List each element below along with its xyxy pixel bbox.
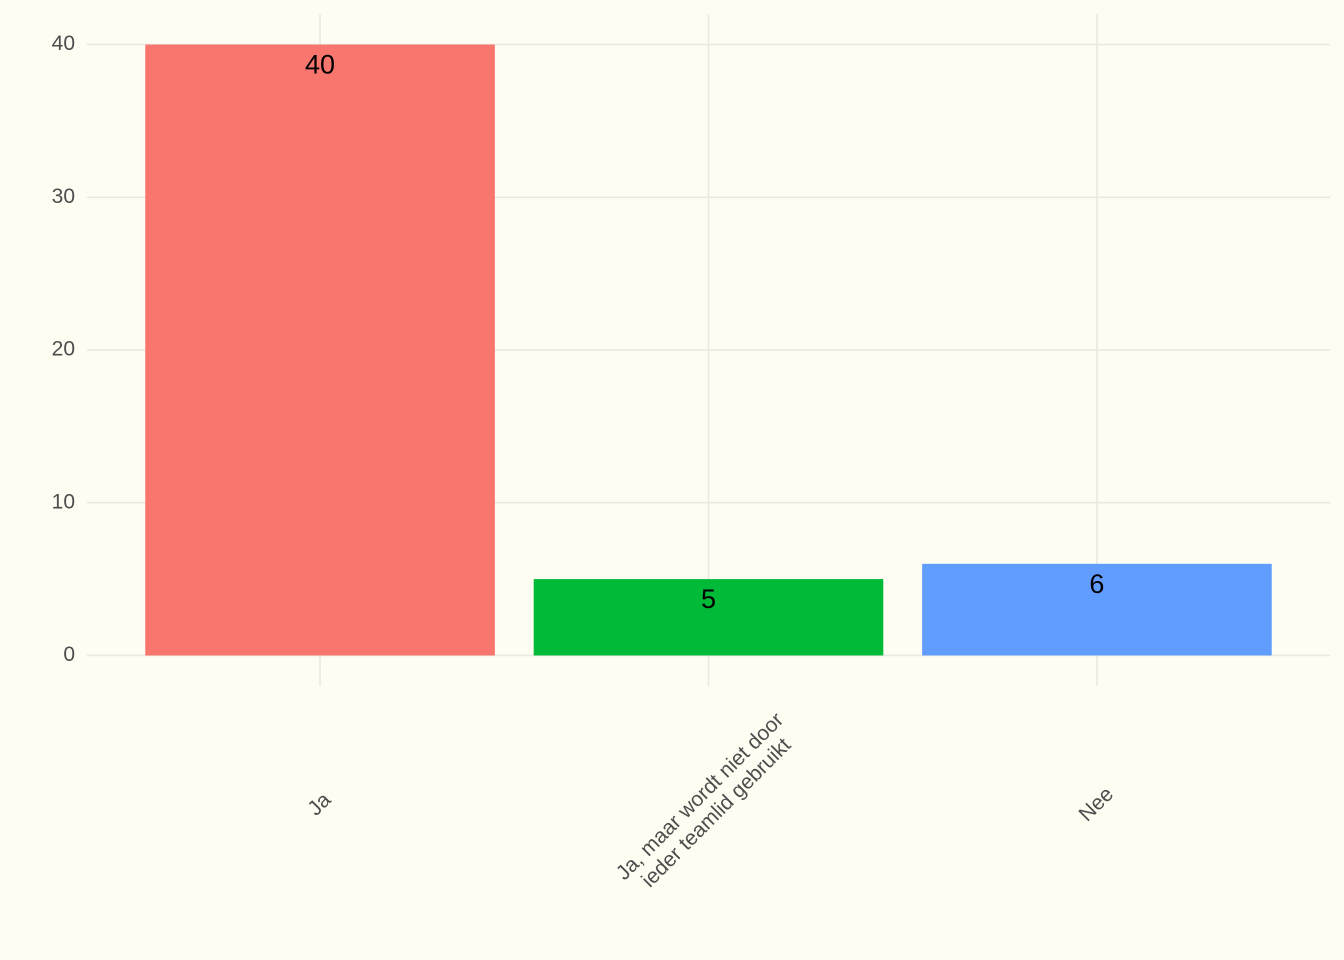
value-label: 6	[1089, 569, 1104, 599]
value-label: 40	[305, 50, 335, 80]
bar	[922, 563, 1272, 656]
x-tick-label: Ja, maar wordt niet doorieder teamlid ge…	[611, 708, 804, 901]
x-tick-label: Ja	[303, 788, 335, 820]
y-tick-label: 30	[52, 185, 75, 208]
x-tick-label: Nee	[1075, 783, 1119, 827]
y-tick-label: 0	[63, 643, 75, 666]
y-tick-label: 10	[52, 490, 75, 513]
y-tick-label: 40	[52, 32, 75, 55]
value-label: 5	[701, 584, 716, 614]
y-tick-label: 20	[52, 338, 75, 361]
bar	[533, 579, 884, 656]
bar	[145, 44, 495, 656]
